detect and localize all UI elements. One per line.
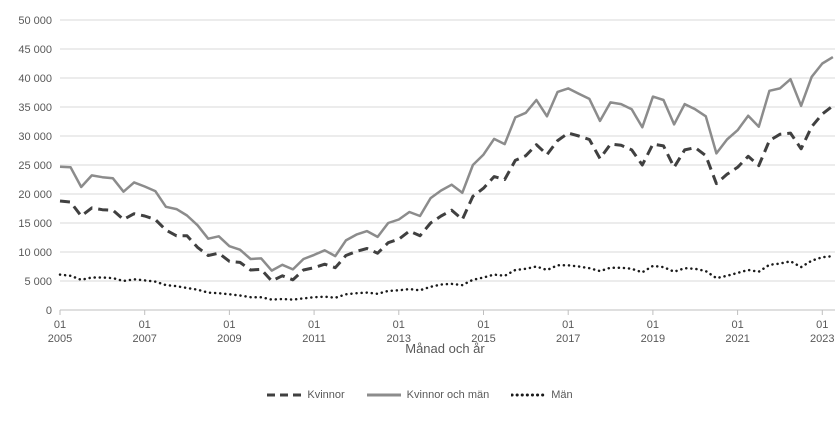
gridlines xyxy=(60,19,835,282)
legend-item-kvinnor: Kvinnor xyxy=(267,389,345,401)
x-tick-month-label: 01 xyxy=(308,319,320,331)
x-tick-year-label: 2013 xyxy=(387,333,411,345)
y-tick-label: 20 000 xyxy=(18,189,52,201)
series-lines xyxy=(58,56,835,301)
y-tick-label: 50 000 xyxy=(18,15,52,27)
y-tick-label: 10 000 xyxy=(18,247,52,259)
x-axis-title: Månad och år xyxy=(405,341,485,356)
legend: Kvinnor Kvinnor och män Män xyxy=(0,384,840,406)
x-tick-month-label: 01 xyxy=(477,319,489,331)
series-line-man xyxy=(58,254,835,301)
line-chart: 0 5 000 10 000 15 000 20 000 25 000 30 000 35 0… xyxy=(18,15,835,356)
legend-label-man: Män xyxy=(551,389,573,401)
y-tick-label: 35 000 xyxy=(18,102,52,114)
x-tick-month-label: 01 xyxy=(54,319,66,331)
x-tick-month-label: 01 xyxy=(816,319,828,331)
y-tick-label: 5 000 xyxy=(24,276,52,288)
x-axis-tick-labels: 01 2005 01 2007 01 2009 01 2011 01 2013 01 2015 01 20… xyxy=(48,319,835,345)
x-tick-month-label: 01 xyxy=(562,319,574,331)
x-axis xyxy=(59,309,835,315)
y-tick-label: 0 xyxy=(46,305,52,317)
x-tick-month-label: 01 xyxy=(223,319,235,331)
x-tick-month-label: 01 xyxy=(647,319,659,331)
x-tick-year-label: 2015 xyxy=(471,333,495,345)
legend-label-kvinnor-och-man: Kvinnor och män xyxy=(406,389,490,401)
series-line-kvinnor-och-man xyxy=(59,56,834,272)
y-tick-label: 45 000 xyxy=(18,44,52,56)
x-tick-month-label: 01 xyxy=(139,319,151,331)
y-tick-label: 25 000 xyxy=(18,160,52,172)
x-tick-year-label: 2023 xyxy=(810,333,834,345)
legend-swatch-man xyxy=(511,393,546,397)
legend-item-man: Män xyxy=(511,389,573,401)
series-line-kvinnor xyxy=(59,104,834,283)
x-tick-year-label: 2017 xyxy=(556,333,580,345)
legend-item-kvinnor-och-man: Kvinnor och män xyxy=(366,389,490,401)
x-tick-year-label: 2019 xyxy=(641,333,665,345)
x-tick-month-label: 01 xyxy=(731,319,743,331)
legend-swatch-kvinnor xyxy=(267,393,302,397)
y-tick-label: 30 000 xyxy=(18,131,52,143)
x-tick-year-label: 2005 xyxy=(48,333,72,345)
x-tick-year-label: 2007 xyxy=(132,333,156,345)
legend-swatch-kvinnor-och-man xyxy=(366,393,401,397)
y-axis-tick-labels: 0 5 000 10 000 15 000 20 000 25 000 30 000 35 0… xyxy=(18,15,52,317)
x-tick-year-label: 2021 xyxy=(725,333,749,345)
x-tick-year-label: 2009 xyxy=(217,333,241,345)
x-tick-month-label: 01 xyxy=(393,319,405,331)
legend-label-kvinnor: Kvinnor xyxy=(307,389,345,401)
y-tick-label: 15 000 xyxy=(18,218,52,230)
x-tick-year-label: 2011 xyxy=(302,333,326,345)
y-tick-label: 40 000 xyxy=(18,73,52,85)
